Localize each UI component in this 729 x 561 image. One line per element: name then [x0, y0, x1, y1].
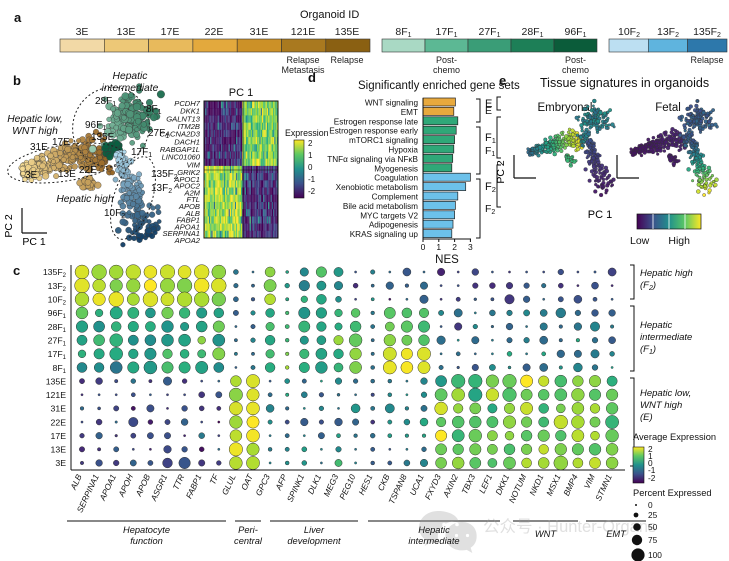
svg-text:75: 75 [648, 535, 658, 545]
svg-text:(E): (E) [640, 412, 653, 423]
svg-text:28F1: 28F1 [48, 322, 67, 334]
svg-text:HES1: HES1 [356, 473, 374, 497]
svg-text:OAT: OAT [239, 472, 255, 492]
svg-text:(F1): (F1) [640, 344, 656, 356]
svg-text:APOH: APOH [116, 473, 135, 499]
svg-text:3E: 3E [55, 458, 66, 468]
svg-text:NKD1: NKD1 [527, 473, 545, 497]
svg-text:121E: 121E [46, 390, 66, 400]
svg-text:Average Expression: Average Expression [633, 432, 716, 442]
svg-text:Hepatic: Hepatic [640, 320, 672, 331]
svg-text:ALB: ALB [68, 472, 84, 492]
svg-text:TBX3: TBX3 [459, 472, 477, 495]
svg-text:TTR: TTR [171, 473, 187, 492]
svg-text:22E: 22E [51, 418, 67, 428]
svg-text:17E: 17E [51, 431, 67, 441]
svg-text:GPC3: GPC3 [253, 472, 272, 497]
svg-text:central: central [234, 536, 263, 546]
svg-text:96F1: 96F1 [48, 308, 67, 320]
svg-text:MSX1: MSX1 [544, 473, 563, 498]
svg-text:VIM: VIM [582, 473, 597, 491]
svg-text:FABP1: FABP1 [184, 473, 204, 500]
svg-text:FXYD3: FXYD3 [423, 472, 444, 501]
svg-text:AXIN2: AXIN2 [440, 472, 460, 499]
svg-text:Hepatic high: Hepatic high [640, 268, 693, 279]
svg-text:Percent Expressed: Percent Expressed [633, 488, 712, 498]
svg-text:intermediate: intermediate [408, 536, 459, 546]
svg-text:WNT high: WNT high [640, 400, 682, 411]
svg-text:50: 50 [648, 522, 658, 532]
svg-text:AFP: AFP [273, 472, 290, 492]
svg-text:Hepatocyte: Hepatocyte [123, 525, 170, 535]
svg-text:Liver: Liver [304, 525, 325, 535]
svg-text:Hepatic low,: Hepatic low, [640, 388, 691, 399]
svg-text:LEF1: LEF1 [477, 473, 494, 495]
svg-text:EMT: EMT [606, 529, 627, 539]
svg-text:PEG10: PEG10 [337, 472, 358, 501]
svg-text:13F2: 13F2 [48, 281, 67, 293]
svg-text:DKK1: DKK1 [493, 473, 511, 497]
svg-text:intermediate: intermediate [640, 332, 692, 343]
svg-text:31E: 31E [51, 404, 67, 414]
svg-text:DLK1: DLK1 [305, 473, 323, 496]
svg-text:UCA1: UCA1 [407, 473, 425, 497]
svg-text:Peri-: Peri- [238, 525, 258, 535]
svg-text:development: development [287, 536, 341, 546]
svg-text:17F1: 17F1 [48, 349, 67, 361]
svg-text:function: function [130, 536, 163, 546]
svg-text:WNT: WNT [535, 529, 557, 539]
svg-text:Hepatic: Hepatic [418, 525, 450, 535]
svg-text:135F2: 135F2 [43, 267, 67, 279]
svg-text:CKB: CKB [375, 472, 391, 492]
svg-text:TF: TF [207, 472, 221, 486]
svg-text:25: 25 [648, 510, 658, 520]
svg-text:0: 0 [648, 500, 653, 510]
svg-text:135E: 135E [46, 377, 66, 387]
svg-text:10F2: 10F2 [48, 295, 67, 307]
svg-text:13E: 13E [51, 445, 67, 455]
svg-text:-2: -2 [648, 473, 656, 483]
svg-text:27F1: 27F1 [48, 336, 67, 348]
svg-text:GLUL: GLUL [219, 472, 237, 496]
svg-text:100: 100 [648, 550, 662, 560]
svg-text:公众号 · Hunter-Organs: 公众号 · Hunter-Organs [483, 517, 656, 536]
svg-text:8F1: 8F1 [53, 363, 67, 375]
svg-text:BMP4: BMP4 [561, 472, 580, 497]
svg-text:(F2): (F2) [640, 280, 656, 292]
